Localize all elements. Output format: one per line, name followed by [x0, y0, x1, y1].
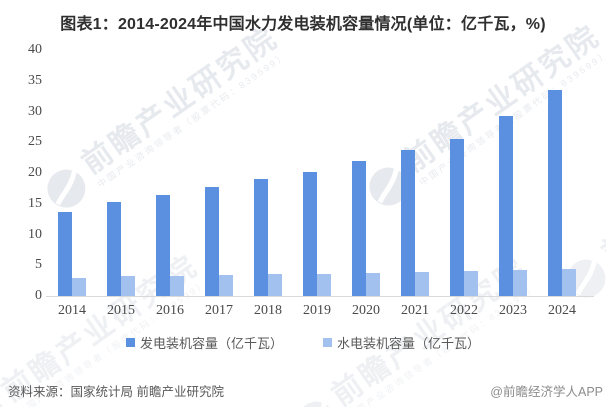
- page-title: 图表1：2014-2024年中国水力发电装机容量情况(单位：亿千瓦，%): [60, 16, 546, 33]
- x-tick-label-2015: 2015: [107, 303, 135, 318]
- legend-swatch-generation-capacity: [125, 338, 135, 347]
- x-tick-label-2019: 2019: [303, 303, 331, 318]
- bar-generation-2019: [303, 172, 317, 296]
- y-tick-label: 35: [28, 72, 42, 88]
- brand-credit: @前瞻经济学人APP: [490, 385, 603, 399]
- bar-generation-2015: [107, 201, 121, 296]
- bar-generation-2016: [156, 194, 170, 296]
- y-tick-label: 30: [28, 103, 42, 119]
- bar-generation-2024: [548, 89, 562, 296]
- y-tick-label: 25: [28, 134, 42, 150]
- legend: 发电装机容量（亿千瓦） 水电装机容量（亿千瓦）: [0, 333, 606, 352]
- x-tick-label-2014: 2014: [58, 303, 86, 318]
- bar-generation-2020: [352, 160, 366, 296]
- bar-hydro-2020: [366, 273, 380, 296]
- x-tick-label-2016: 2016: [156, 303, 184, 318]
- x-tick-label-2020: 2020: [352, 303, 380, 318]
- x-tick-label-2017: 2017: [205, 303, 233, 318]
- legend-label-hydro-capacity: 水电装机容量（亿千瓦）: [337, 336, 481, 351]
- x-tick-label-2024: 2024: [548, 303, 576, 318]
- x-tick-label-2018: 2018: [254, 303, 282, 318]
- bar-generation-2017: [205, 186, 219, 296]
- bar-hydro-2019: [317, 273, 331, 296]
- y-tick-label: 20: [28, 165, 42, 180]
- x-tick-label-2023: 2023: [499, 303, 527, 318]
- y-tick-label: 10: [28, 226, 42, 242]
- bar-generation-2021: [401, 149, 415, 296]
- bar-hydro-2024: [562, 268, 576, 296]
- bar-hydro-2014: [72, 277, 86, 296]
- bar-hydro-2021: [415, 272, 429, 296]
- x-tick-label-2022: 2022: [450, 303, 478, 318]
- bar-generation-2014: [58, 211, 72, 296]
- x-tick-label-2021: 2021: [401, 303, 429, 318]
- bar-generation-2023: [499, 116, 513, 296]
- bar-hydro-2016: [170, 275, 184, 296]
- source-note: 资料来源：国家统计局 前瞻产业研究院: [8, 385, 224, 399]
- bar-hydro-2022: [464, 270, 478, 296]
- bar-hydro-2015: [121, 276, 135, 296]
- bar-hydro-2017: [219, 275, 233, 296]
- x-axis-line: [46, 296, 594, 297]
- bar-hydro-2018: [268, 274, 282, 296]
- legend-swatch-hydro-capacity: [323, 338, 332, 347]
- y-tick-label: 5: [35, 257, 42, 273]
- bar-generation-2018: [254, 179, 268, 296]
- y-tick-label: 40: [28, 42, 42, 57]
- y-tick-label: 15: [28, 195, 42, 211]
- bar-hydro-2023: [513, 270, 527, 296]
- y-tick-label: 0: [35, 288, 42, 303]
- legend-item-generation-capacity: 发电装机容量（亿千瓦）: [125, 333, 283, 352]
- legend-label-generation-capacity: 发电装机容量（亿千瓦）: [139, 336, 283, 351]
- legend-item-hydro-capacity: 水电装机容量（亿千瓦）: [323, 333, 480, 352]
- bar-generation-2022: [450, 138, 464, 296]
